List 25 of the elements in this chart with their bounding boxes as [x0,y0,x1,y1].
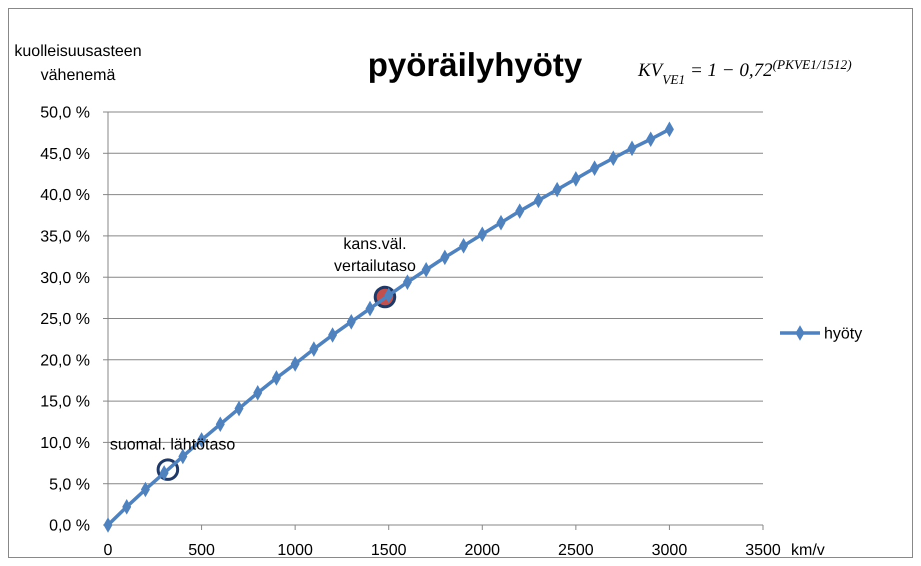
y-tick-label: 35,0 % [40,228,90,246]
y-tick-label: 45,0 % [40,146,90,163]
annotation: kans.väl. vertailutaso [334,236,416,276]
y-tick-label: 10,0 % [40,435,90,452]
y-tick-label: 15,0 % [40,394,90,411]
x-tick-label: 2000 [464,542,500,559]
y-tick-label: 30,0 % [40,270,90,287]
x-tick-label: 3500 [745,542,781,559]
y-tick-label: 40,0 % [40,187,90,204]
y-tick-label: 0,0 % [49,518,90,535]
x-tick-label: 1500 [370,542,407,559]
y-tick-label: 25,0 % [40,311,90,328]
x-tick-label: 0 [104,542,113,559]
text: KV$_{VE1}$ = 1 − 0,72$^{(PKVE1/1512)}$ [637,56,852,86]
chart-title: pyöräilyhyöty [368,46,583,83]
x-axis-title: km/v [791,542,825,559]
y-tick-label: 20,0 % [40,352,90,370]
x-tick-label: 2500 [558,542,594,559]
y-tick-label: 5,0 % [49,476,90,494]
y-tick-label: 50,0 % [40,104,90,122]
x-tick-label: 1000 [277,542,314,559]
legend-label: hyöty [824,326,862,343]
y-axis-title: kuolleisuusasteen vähenemä [14,43,142,84]
x-tick-label: 500 [188,542,216,559]
x-tick-label: 3000 [652,542,688,559]
